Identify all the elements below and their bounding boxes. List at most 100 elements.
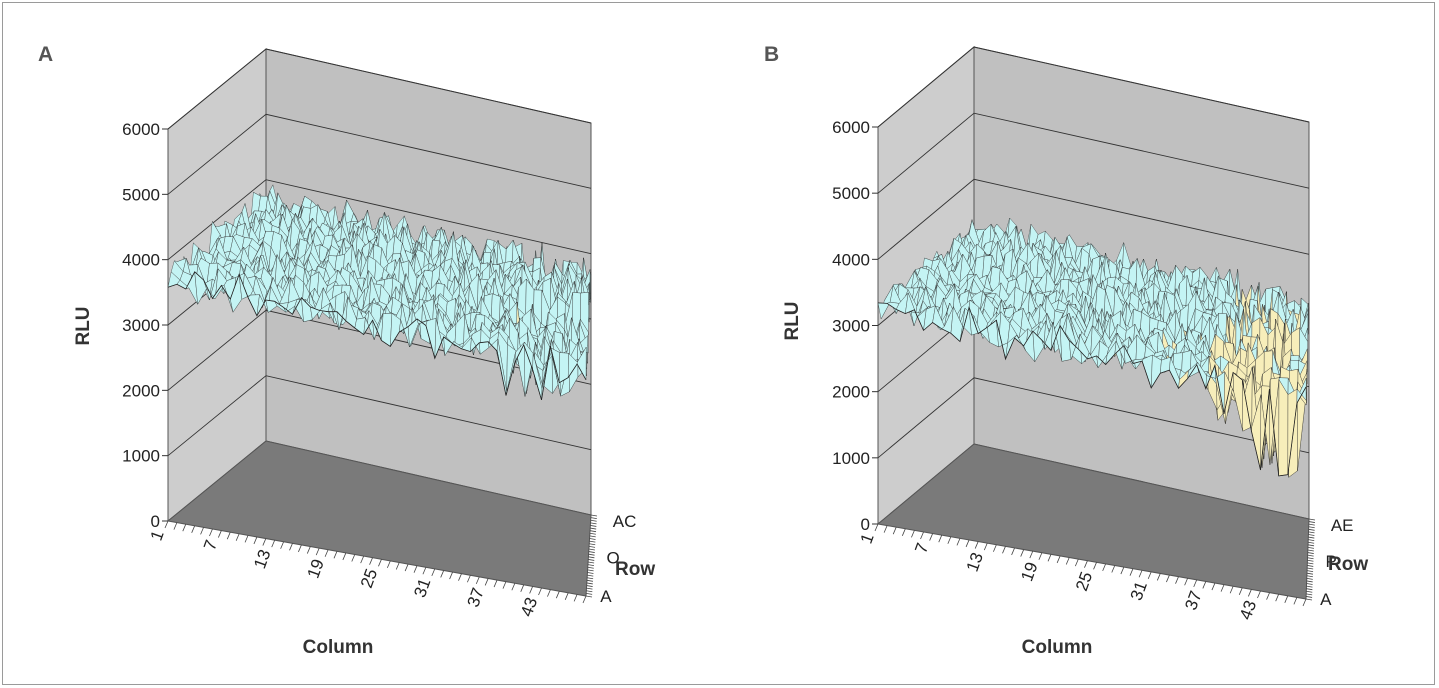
column-minor-tick — [369, 557, 373, 565]
column-minor-tick — [209, 528, 213, 537]
z-gridline — [167, 113, 592, 195]
z-tick-label: 5000 — [122, 185, 160, 204]
column-minor-tick — [1266, 592, 1270, 600]
row-minor-tick — [1306, 570, 1314, 573]
column-minor-tick — [1275, 594, 1280, 602]
z-tick-label: 5000 — [832, 184, 870, 203]
surface-mesh — [877, 217, 1310, 478]
row-minor-tick — [1308, 526, 1315, 529]
z-tick-label: 4000 — [122, 251, 160, 270]
column-minor-tick — [983, 542, 988, 551]
z-gridline — [167, 309, 592, 391]
z-tick-label: 0 — [861, 515, 870, 534]
row-minor-tick — [1308, 534, 1315, 536]
column-minor-tick — [1056, 555, 1061, 564]
column-minor-tick — [289, 543, 293, 551]
column-minor-tick — [1138, 570, 1143, 578]
row-minor-tick — [1308, 539, 1315, 542]
column-minor-tick — [520, 584, 525, 592]
column-minor-tick — [306, 546, 311, 554]
column-minor-tick — [547, 589, 551, 597]
column-minor-tick — [191, 525, 196, 533]
z-gridline — [167, 375, 592, 457]
column-minor-tick — [1284, 595, 1289, 603]
z-gridline — [877, 46, 1310, 128]
row-minor-tick — [586, 585, 593, 587]
column-minor-tick — [1202, 581, 1207, 589]
z-gridline — [877, 377, 1310, 459]
row-minor-tick — [588, 548, 595, 551]
column-tick-label: 7 — [911, 540, 932, 555]
panel-letter: B — [764, 43, 780, 66]
column-minor-tick — [244, 535, 249, 543]
row-minor-tick — [588, 561, 595, 564]
row-minor-tick — [1308, 521, 1315, 523]
z-tick-label: 1000 — [122, 447, 160, 466]
column-minor-tick — [475, 576, 480, 585]
z-tick-label: 1000 — [832, 449, 870, 468]
panel-letter: A — [38, 43, 54, 66]
column-minor-tick — [1065, 557, 1070, 565]
row-minor-tick — [1306, 588, 1313, 591]
row-minor-tick — [587, 572, 594, 574]
row-minor-tick — [1307, 546, 1315, 549]
column-minor-tick — [920, 531, 924, 540]
column-minor-tick — [892, 527, 897, 535]
column-minor-tick — [413, 565, 418, 573]
column-minor-tick — [467, 575, 471, 583]
column-minor-tick — [262, 538, 267, 546]
row-minor-tick — [1306, 575, 1313, 578]
row-minor-tick — [1308, 536, 1315, 539]
column-minor-tick — [529, 586, 534, 594]
row-minor-tick — [1306, 585, 1313, 588]
column-minor-tick — [1175, 576, 1179, 584]
column-minor-tick — [883, 525, 888, 533]
column-minor-tick — [1029, 550, 1034, 559]
column-minor-tick — [974, 541, 979, 549]
row-minor-tick — [1307, 562, 1314, 565]
column-minor-tick — [874, 523, 879, 532]
column-minor-tick — [1229, 586, 1234, 594]
row-minor-tick — [586, 582, 593, 585]
column-minor-tick — [1147, 571, 1152, 580]
z-tick-label: 2000 — [122, 381, 160, 400]
row-minor-tick — [1307, 549, 1314, 552]
column-minor-tick — [315, 547, 320, 556]
column-minor-tick — [1156, 573, 1161, 581]
row-minor-tick — [1306, 593, 1313, 596]
row-minor-tick — [585, 595, 593, 598]
column-minor-tick — [173, 522, 178, 530]
column-minor-tick — [947, 536, 952, 544]
column-minor-tick — [217, 530, 222, 538]
column-minor-tick — [573, 594, 578, 602]
row-tick-label: O — [607, 549, 620, 568]
row-minor-tick — [587, 569, 594, 572]
column-minor-tick — [280, 541, 284, 549]
column-minor-tick — [298, 544, 302, 553]
row-tick-label: A — [600, 587, 612, 606]
z-tick-label: 4000 — [832, 250, 870, 269]
row-minor-tick — [1307, 559, 1314, 562]
z-tick-label: 6000 — [832, 118, 870, 137]
z-gridline — [877, 178, 1310, 260]
column-tick-label: 7 — [200, 537, 221, 552]
column-minor-tick — [1102, 563, 1107, 572]
row-minor-tick — [1308, 531, 1315, 534]
column-tick-label: 25 — [1072, 569, 1096, 593]
column-minor-tick — [1193, 579, 1198, 588]
panel-b: B 0 1000 2000 3000 4000 5000 6000 1 7 13 19 25 31 37 4… — [719, 3, 1435, 686]
z-gridline — [167, 48, 592, 130]
row-minor-tick — [589, 532, 596, 535]
column-minor-tick — [1166, 574, 1170, 583]
column-tick-label: 13 — [963, 550, 987, 574]
column-minor-tick — [1211, 582, 1216, 591]
column-minor-tick — [502, 581, 507, 589]
row-minor-tick — [1305, 598, 1313, 601]
row-minor-tick — [588, 559, 595, 561]
column-minor-tick — [386, 560, 391, 569]
column-minor-tick — [484, 578, 489, 586]
z-axis-title: RLU — [73, 306, 94, 345]
column-minor-tick — [564, 592, 569, 600]
z-tick-label: 3000 — [122, 316, 160, 335]
